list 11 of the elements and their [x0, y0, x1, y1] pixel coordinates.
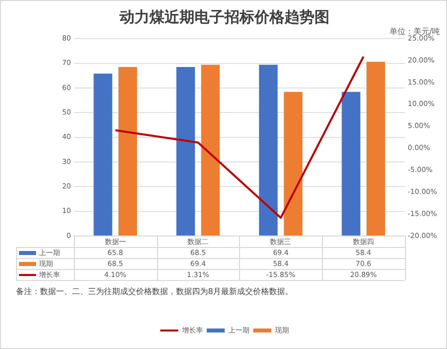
bar: [94, 74, 112, 236]
bar: [118, 66, 138, 236]
text: 备注：数据一、二、三为往期成交价格数据，数据四为8月最新成交价格数据。: [16, 287, 294, 296]
chart-subtitle: 单位：美元/吨: [389, 26, 440, 36]
chart-title: 动力煤近期电子招标价格趋势图: [118, 8, 330, 26]
bar: [284, 92, 302, 236]
bar: [259, 64, 278, 236]
bar: [342, 92, 360, 236]
bar: [176, 66, 195, 236]
bar: [366, 62, 386, 236]
bar: [201, 64, 220, 236]
